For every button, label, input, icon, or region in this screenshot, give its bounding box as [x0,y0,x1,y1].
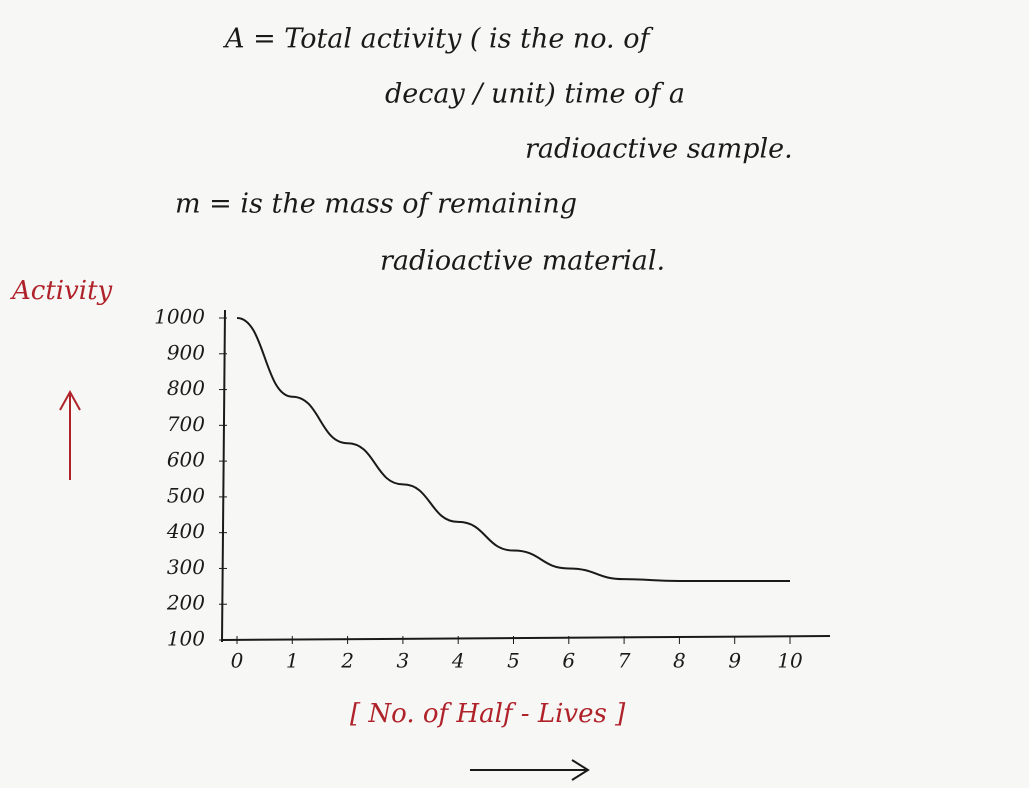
y-axis [221,309,226,643]
note-line: m = is the mass of remaining [175,189,577,220]
x-tick-label: 1 [286,649,299,673]
note-line: radioactive material. [380,246,665,277]
y-tick-label: 400 [166,519,205,543]
decay-curve [236,317,790,582]
x-tick-label: 7 [618,649,631,673]
x-tick-label: 10 [777,649,803,673]
y-tick-label: 600 [167,448,205,472]
y-arrow [59,389,81,480]
x-tick-label: 5 [507,649,520,673]
note-line: A = Total activity ( is the no. of [222,24,653,55]
x-tick-label: 3 [397,649,410,673]
y-tick-label: 300 [167,555,205,579]
x-arrow [470,759,590,781]
x-tick-label: 8 [673,649,686,673]
x-tick-label: 9 [728,649,741,673]
note-line: radioactive sample. [525,134,793,165]
x-axis-label: [ No. of Half - Lives ] [350,699,626,729]
x-tick-label: 6 [562,649,575,673]
y-axis-label: Activity [10,276,113,306]
note-line: decay / unit) time of a [385,79,685,110]
y-tick-label: 700 [167,412,205,436]
y-tick-label: 1000 [154,305,205,329]
x-axis [221,635,831,641]
x-tick-label: 0 [231,649,244,673]
x-tick-label: 2 [340,649,354,673]
y-tick-label: 800 [167,376,205,400]
y-tick-label: 200 [166,591,205,615]
x-tick-label: 4 [451,649,465,673]
y-tick-label: 900 [167,340,205,364]
y-tick-label: 500 [167,483,205,507]
y-tick-label: 100 [167,627,205,651]
